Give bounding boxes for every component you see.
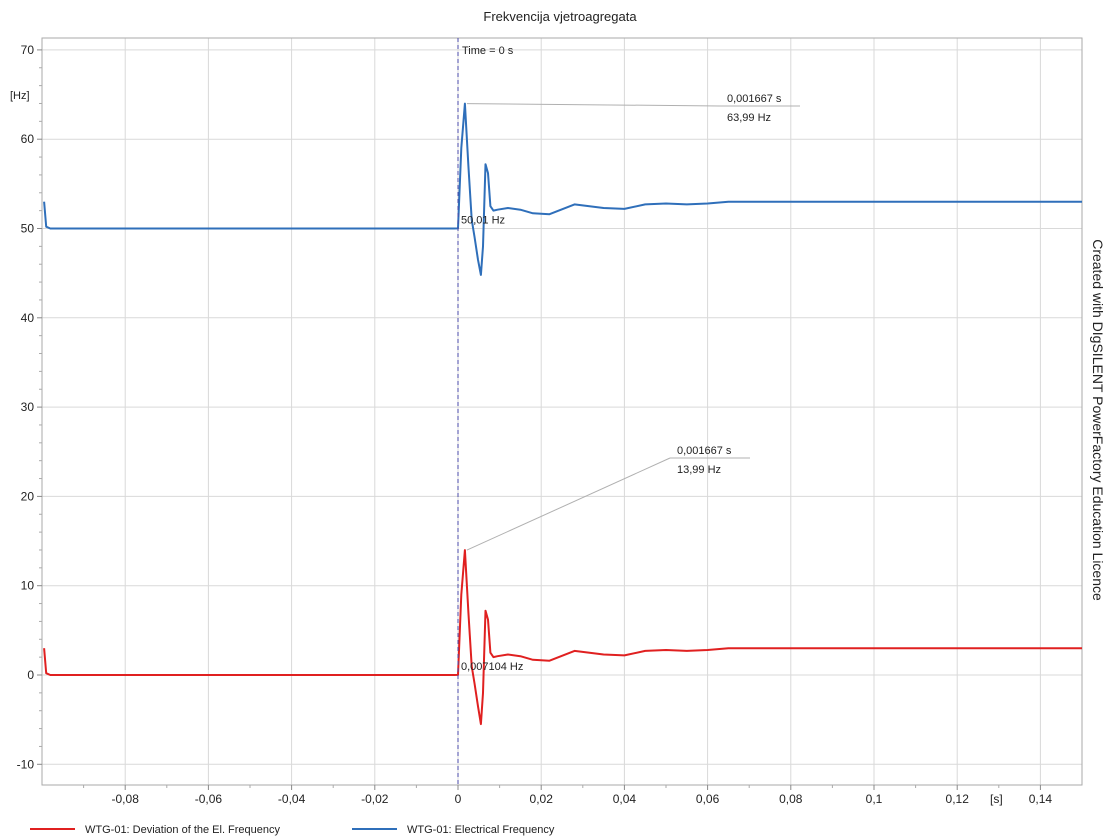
callout-time: 0,001667 s	[677, 445, 732, 457]
x-tick-label: -0,08	[112, 792, 140, 806]
watermark: Created with DIgSILENT PowerFactory Educ…	[1090, 239, 1106, 601]
callout-time: 0,001667 s	[727, 93, 782, 105]
axes: -0,08 -0,06 -0,04 -0,02 0 0,02 0,04 0,06 0,08 0,1…	[17, 43, 1053, 806]
chart-title: Frekvencija vjetroagregata	[483, 9, 637, 24]
x-tick-label: -0,04	[278, 792, 306, 806]
x-tick-label: -0,06	[195, 792, 223, 806]
grid	[42, 38, 1082, 785]
x-tick-label: -0,02	[361, 792, 389, 806]
x-tick-label: 0,08	[779, 792, 803, 806]
legend: WTG-01: Deviation of the El. Frequency WT…	[30, 824, 555, 836]
callout-leader	[466, 457, 671, 551]
point-value-label: 0,007104 Hz	[461, 661, 523, 673]
annotations: Time = 0 s 0,001667 s 63,99 Hz 0,001667 s 13…	[457, 38, 800, 785]
y-tick-label: 60	[21, 132, 35, 146]
y-tick-label: 50	[21, 222, 35, 236]
y-tick-label: 70	[21, 43, 35, 57]
y-tick-label: 20	[21, 489, 35, 503]
y-tick-label: 0	[27, 668, 34, 682]
x-tick-label: 0,12	[946, 792, 970, 806]
x-tick-label: 0,02	[530, 792, 554, 806]
series-line-1	[43, 102, 1082, 276]
x-tick-label: 0,04	[613, 792, 637, 806]
callout-value: 13,99 Hz	[677, 464, 721, 476]
callout-value: 63,99 Hz	[727, 112, 771, 124]
x-tick-label: 0,1	[866, 792, 883, 806]
y-tick-label: -10	[17, 757, 35, 771]
x-tick-label: 0	[455, 792, 462, 806]
plot-area	[41, 37, 1083, 786]
y-axis-label: [Hz]	[10, 90, 30, 102]
series-line-0	[43, 549, 1082, 726]
point-value-label: 50,01 Hz	[461, 214, 505, 226]
legend-label-1: WTG-01: Electrical Frequency	[407, 824, 555, 836]
callout-leader	[466, 103, 721, 107]
y-tick-label: 30	[21, 400, 35, 414]
series-group	[43, 102, 1082, 726]
legend-label-0: WTG-01: Deviation of the El. Frequency	[85, 824, 281, 836]
x-tick-label: 0,06	[696, 792, 720, 806]
time-zero-label: Time = 0 s	[462, 45, 514, 57]
y-tick-label: 40	[21, 311, 35, 325]
y-tick-label: 10	[21, 579, 35, 593]
x-axis-label: [s]	[990, 792, 1003, 806]
x-tick-label: 0,14	[1029, 792, 1053, 806]
